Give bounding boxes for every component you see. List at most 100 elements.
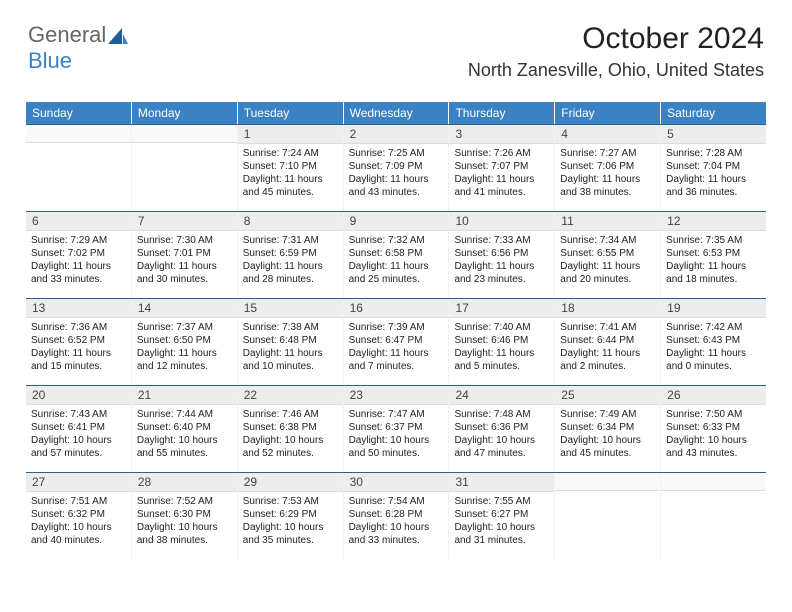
daylight-text: Daylight: 10 hours and 43 minutes. [666, 434, 761, 460]
sunrise-text: Sunrise: 7:37 AM [137, 321, 232, 334]
sunset-text: Sunset: 6:46 PM [454, 334, 549, 347]
day-cell: 24Sunrise: 7:48 AMSunset: 6:36 PMDayligh… [449, 386, 555, 472]
day-details: Sunrise: 7:40 AMSunset: 6:46 PMDaylight:… [449, 318, 554, 379]
sunset-text: Sunset: 6:59 PM [243, 247, 338, 260]
daylight-text: Daylight: 10 hours and 57 minutes. [31, 434, 126, 460]
sunset-text: Sunset: 7:07 PM [454, 160, 549, 173]
sunset-text: Sunset: 7:01 PM [137, 247, 232, 260]
day-cell: 19Sunrise: 7:42 AMSunset: 6:43 PMDayligh… [661, 299, 766, 385]
day-number: 19 [661, 299, 766, 318]
day-details: Sunrise: 7:28 AMSunset: 7:04 PMDaylight:… [661, 144, 766, 205]
sunrise-text: Sunrise: 7:30 AM [137, 234, 232, 247]
day-cell: 6Sunrise: 7:29 AMSunset: 7:02 PMDaylight… [26, 212, 132, 298]
day-cell: 4Sunrise: 7:27 AMSunset: 7:06 PMDaylight… [555, 125, 661, 211]
daylight-text: Daylight: 10 hours and 33 minutes. [349, 521, 444, 547]
dayname-wed: Wednesday [344, 102, 450, 124]
daylight-text: Daylight: 11 hours and 23 minutes. [454, 260, 549, 286]
day-cell [132, 125, 238, 211]
day-cell: 22Sunrise: 7:46 AMSunset: 6:38 PMDayligh… [238, 386, 344, 472]
day-details: Sunrise: 7:39 AMSunset: 6:47 PMDaylight:… [344, 318, 449, 379]
day-details: Sunrise: 7:35 AMSunset: 6:53 PMDaylight:… [661, 231, 766, 292]
daylight-text: Daylight: 11 hours and 20 minutes. [560, 260, 655, 286]
dayname-sun: Sunday [26, 102, 132, 124]
day-cell: 11Sunrise: 7:34 AMSunset: 6:55 PMDayligh… [555, 212, 661, 298]
sunrise-text: Sunrise: 7:53 AM [243, 495, 338, 508]
sunrise-text: Sunrise: 7:49 AM [560, 408, 655, 421]
sunrise-text: Sunrise: 7:29 AM [31, 234, 126, 247]
daylight-text: Daylight: 11 hours and 2 minutes. [560, 347, 655, 373]
sunset-text: Sunset: 6:30 PM [137, 508, 232, 521]
sunrise-text: Sunrise: 7:52 AM [137, 495, 232, 508]
dayname-sat: Saturday [661, 102, 766, 124]
sunrise-text: Sunrise: 7:33 AM [454, 234, 549, 247]
day-cell: 5Sunrise: 7:28 AMSunset: 7:04 PMDaylight… [661, 125, 766, 211]
daylight-text: Daylight: 11 hours and 5 minutes. [454, 347, 549, 373]
calendar-grid: Sunday Monday Tuesday Wednesday Thursday… [26, 102, 766, 559]
day-details: Sunrise: 7:47 AMSunset: 6:37 PMDaylight:… [344, 405, 449, 466]
day-details: Sunrise: 7:52 AMSunset: 6:30 PMDaylight:… [132, 492, 237, 553]
day-details: Sunrise: 7:36 AMSunset: 6:52 PMDaylight:… [26, 318, 131, 379]
week-row: 1Sunrise: 7:24 AMSunset: 7:10 PMDaylight… [26, 124, 766, 211]
day-number: 29 [238, 473, 343, 492]
sunset-text: Sunset: 6:47 PM [349, 334, 444, 347]
daylight-text: Daylight: 11 hours and 33 minutes. [31, 260, 126, 286]
daylight-text: Daylight: 11 hours and 7 minutes. [349, 347, 444, 373]
sunrise-text: Sunrise: 7:35 AM [666, 234, 761, 247]
day-cell: 3Sunrise: 7:26 AMSunset: 7:07 PMDaylight… [449, 125, 555, 211]
dayname-tue: Tuesday [238, 102, 344, 124]
day-number: 14 [132, 299, 237, 318]
day-cell: 25Sunrise: 7:49 AMSunset: 6:34 PMDayligh… [555, 386, 661, 472]
day-number: 31 [449, 473, 554, 492]
day-details: Sunrise: 7:30 AMSunset: 7:01 PMDaylight:… [132, 231, 237, 292]
sunset-text: Sunset: 6:33 PM [666, 421, 761, 434]
day-cell: 18Sunrise: 7:41 AMSunset: 6:44 PMDayligh… [555, 299, 661, 385]
sunrise-text: Sunrise: 7:26 AM [454, 147, 549, 160]
sunrise-text: Sunrise: 7:24 AM [243, 147, 338, 160]
sunset-text: Sunset: 6:56 PM [454, 247, 549, 260]
day-number: 24 [449, 386, 554, 405]
sunrise-text: Sunrise: 7:47 AM [349, 408, 444, 421]
day-cell: 29Sunrise: 7:53 AMSunset: 6:29 PMDayligh… [238, 473, 344, 559]
day-details: Sunrise: 7:44 AMSunset: 6:40 PMDaylight:… [132, 405, 237, 466]
title-block: October 2024 North Zanesville, Ohio, Uni… [468, 22, 764, 81]
sunrise-text: Sunrise: 7:46 AM [243, 408, 338, 421]
day-details: Sunrise: 7:37 AMSunset: 6:50 PMDaylight:… [132, 318, 237, 379]
sail-icon [108, 26, 128, 44]
day-number: 21 [132, 386, 237, 405]
day-details: Sunrise: 7:27 AMSunset: 7:06 PMDaylight:… [555, 144, 660, 205]
day-number: 18 [555, 299, 660, 318]
day-number: 27 [26, 473, 131, 492]
daylight-text: Daylight: 10 hours and 35 minutes. [243, 521, 338, 547]
day-number: 3 [449, 125, 554, 144]
sunset-text: Sunset: 6:55 PM [560, 247, 655, 260]
day-details: Sunrise: 7:31 AMSunset: 6:59 PMDaylight:… [238, 231, 343, 292]
day-cell: 28Sunrise: 7:52 AMSunset: 6:30 PMDayligh… [132, 473, 238, 559]
week-row: 20Sunrise: 7:43 AMSunset: 6:41 PMDayligh… [26, 385, 766, 472]
day-details: Sunrise: 7:34 AMSunset: 6:55 PMDaylight:… [555, 231, 660, 292]
day-details: Sunrise: 7:24 AMSunset: 7:10 PMDaylight:… [238, 144, 343, 205]
daylight-text: Daylight: 11 hours and 18 minutes. [666, 260, 761, 286]
day-cell: 16Sunrise: 7:39 AMSunset: 6:47 PMDayligh… [344, 299, 450, 385]
day-number [555, 473, 660, 491]
weekday-header: Sunday Monday Tuesday Wednesday Thursday… [26, 102, 766, 124]
sunrise-text: Sunrise: 7:55 AM [454, 495, 549, 508]
day-number [26, 125, 131, 143]
sunrise-text: Sunrise: 7:31 AM [243, 234, 338, 247]
sunset-text: Sunset: 6:44 PM [560, 334, 655, 347]
sunset-text: Sunset: 6:28 PM [349, 508, 444, 521]
sunrise-text: Sunrise: 7:36 AM [31, 321, 126, 334]
day-cell: 31Sunrise: 7:55 AMSunset: 6:27 PMDayligh… [449, 473, 555, 559]
daylight-text: Daylight: 11 hours and 45 minutes. [243, 173, 338, 199]
sunset-text: Sunset: 6:58 PM [349, 247, 444, 260]
day-details: Sunrise: 7:26 AMSunset: 7:07 PMDaylight:… [449, 144, 554, 205]
day-cell: 26Sunrise: 7:50 AMSunset: 6:33 PMDayligh… [661, 386, 766, 472]
day-details: Sunrise: 7:46 AMSunset: 6:38 PMDaylight:… [238, 405, 343, 466]
daylight-text: Daylight: 11 hours and 41 minutes. [454, 173, 549, 199]
daylight-text: Daylight: 10 hours and 40 minutes. [31, 521, 126, 547]
day-details: Sunrise: 7:55 AMSunset: 6:27 PMDaylight:… [449, 492, 554, 553]
sunset-text: Sunset: 6:38 PM [243, 421, 338, 434]
day-number: 11 [555, 212, 660, 231]
day-number: 26 [661, 386, 766, 405]
brand-text-1: General [28, 22, 106, 47]
daylight-text: Daylight: 11 hours and 12 minutes. [137, 347, 232, 373]
